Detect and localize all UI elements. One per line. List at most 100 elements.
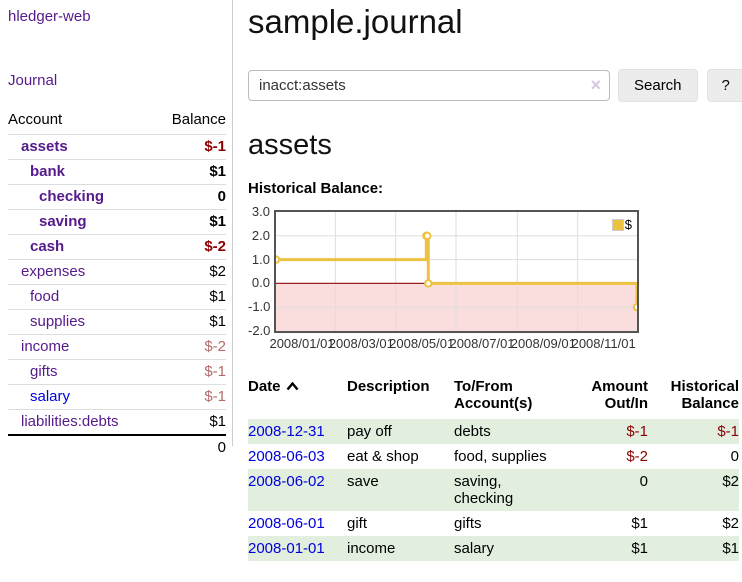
account-link[interactable]: saving bbox=[39, 213, 87, 230]
help-button[interactable]: ? bbox=[706, 69, 742, 102]
chart-canvas bbox=[276, 212, 637, 331]
register-balance: $-1 bbox=[648, 419, 739, 444]
accounts-table: Account Balance assets $-1 bank $1 checking 0… bbox=[8, 111, 226, 460]
x-axis-tick: 2008/09/01 bbox=[510, 336, 576, 351]
register-balance: 0 bbox=[730, 448, 739, 465]
account-link[interactable]: liabilities:debts bbox=[21, 413, 119, 430]
register-accounts: salary bbox=[454, 536, 566, 561]
app-window: hledger-web Journal Account Balance asse… bbox=[0, 0, 742, 561]
sidebar: hledger-web Journal Account Balance asse… bbox=[0, 0, 233, 561]
account-balance: $1 bbox=[209, 413, 226, 430]
accounts-header-row: Account Balance bbox=[8, 111, 226, 135]
page-title: sample.journal bbox=[248, 3, 463, 40]
account-link[interactable]: income bbox=[21, 338, 70, 355]
search-button[interactable]: Search bbox=[618, 69, 698, 102]
register-amount: $-2 bbox=[626, 448, 648, 465]
sidebar-item-journal[interactable]: Journal bbox=[8, 72, 58, 89]
column-header-accounts: To/From Account(s) bbox=[454, 378, 533, 412]
account-link[interactable]: assets bbox=[21, 138, 68, 155]
register-amount: $-1 bbox=[566, 419, 648, 444]
register-accounts: debts bbox=[454, 419, 566, 444]
chart-title: Historical Balance: bbox=[248, 180, 384, 197]
chart-x-axis: 2008/01/01 2008/03/01 2008/05/01 2008/07/01… bbox=[269, 335, 640, 352]
register-description: save bbox=[347, 469, 454, 511]
account-row: gifts $-1 bbox=[8, 359, 226, 385]
account-link[interactable]: expenses bbox=[21, 263, 86, 280]
account-balance: $-1 bbox=[204, 388, 226, 405]
search-input[interactable] bbox=[248, 70, 610, 101]
column-header-amount: Amount Out/In bbox=[591, 378, 648, 412]
account-link[interactable]: bank bbox=[30, 163, 66, 180]
brand-link[interactable]: hledger-web bbox=[8, 8, 91, 25]
x-axis-tick: 2008/05/01 bbox=[389, 336, 455, 351]
register-date-link[interactable]: 2008-06-02 bbox=[248, 473, 325, 490]
legend-label: $ bbox=[624, 217, 632, 232]
historical-balance-chart: 3.0 2.0 1.0 0.0 -1.0 -2.0 $ 2008/01/01 2008/03… bbox=[248, 205, 640, 352]
account-balance: $-1 bbox=[204, 138, 226, 155]
x-axis-tick: 2008/11/01 bbox=[571, 336, 636, 351]
register-row: 2008-06-01 gift gifts $1 $2 bbox=[248, 511, 739, 536]
y-axis-tick: 2.0 bbox=[251, 227, 270, 243]
register-balance: $2 bbox=[648, 469, 739, 511]
total-row: 0 bbox=[8, 434, 226, 460]
register-description: pay off bbox=[347, 419, 454, 444]
x-axis-tick: 2008/03/01 bbox=[328, 336, 394, 351]
account-link[interactable]: supplies bbox=[30, 313, 86, 330]
sort-asc-icon[interactable] bbox=[286, 382, 299, 391]
x-axis-tick: 2008/07/01 bbox=[449, 336, 515, 351]
account-link[interactable]: gifts bbox=[30, 363, 58, 380]
account-balance: $2 bbox=[209, 263, 226, 280]
main-content: sample.journal × Search ? assets Histori… bbox=[233, 0, 742, 561]
account-balance: $-2 bbox=[204, 238, 226, 255]
y-axis-tick: 0.0 bbox=[251, 275, 270, 291]
register-accounts: food, supplies bbox=[454, 448, 547, 465]
register-date-link[interactable]: 2008-12-31 bbox=[248, 423, 325, 440]
account-link[interactable]: cash bbox=[30, 238, 65, 255]
account-title: assets bbox=[248, 129, 332, 161]
account-balance: $-1 bbox=[204, 363, 226, 380]
account-balance: $1 bbox=[209, 213, 226, 230]
account-row: bank $1 bbox=[8, 159, 226, 185]
account-row: food $1 bbox=[8, 284, 226, 310]
y-axis-tick: 1.0 bbox=[251, 251, 270, 267]
account-row: checking 0 bbox=[8, 184, 226, 210]
search-form: × Search ? bbox=[248, 69, 742, 102]
legend-swatch-icon bbox=[611, 218, 624, 231]
account-row: expenses $2 bbox=[8, 259, 226, 285]
account-balance: 0 bbox=[217, 188, 226, 205]
y-axis-tick: 3.0 bbox=[251, 204, 270, 219]
account-balance: $1 bbox=[209, 163, 226, 180]
y-axis-tick: -1.0 bbox=[248, 299, 271, 315]
register-amount: $1 bbox=[631, 515, 648, 532]
account-row: liabilities:debts $1 bbox=[8, 409, 226, 435]
register-header-row: Date Description To/From Account(s) Amou… bbox=[248, 378, 739, 419]
account-balance: $-2 bbox=[204, 338, 226, 355]
account-row: salary $-1 bbox=[8, 384, 226, 410]
register-date-link[interactable]: 2008-06-01 bbox=[248, 515, 325, 532]
register-description: eat & shop bbox=[347, 448, 419, 465]
clear-search-icon[interactable]: × bbox=[590, 75, 601, 95]
total-balance: 0 bbox=[154, 434, 226, 460]
account-link[interactable]: food bbox=[30, 288, 60, 305]
total-row-spacer bbox=[8, 434, 155, 460]
account-link[interactable]: checking bbox=[39, 188, 105, 205]
x-axis-tick: 2008/01/01 bbox=[269, 336, 335, 351]
register-balance: $1 bbox=[648, 536, 739, 561]
accounts-header-account: Account bbox=[8, 111, 63, 128]
register-description: gift bbox=[347, 515, 368, 532]
register-accounts: gifts bbox=[454, 515, 482, 532]
account-link[interactable]: salary bbox=[30, 388, 71, 405]
register-accounts: saving, checking bbox=[454, 469, 566, 511]
account-row: assets $-1 bbox=[8, 134, 226, 160]
register-row: 2008-01-01 income salary $1 $1 bbox=[248, 536, 739, 561]
register-amount: $1 bbox=[566, 536, 648, 561]
account-row: saving $1 bbox=[8, 209, 226, 235]
register-row: 2008-06-03 eat & shop food, supplies $-2 0 bbox=[248, 444, 739, 469]
account-row: cash $-2 bbox=[8, 234, 226, 260]
register-date-link[interactable]: 2008-01-01 bbox=[248, 540, 325, 557]
register-balance: $2 bbox=[722, 515, 739, 532]
accounts-header-balance: Balance bbox=[171, 111, 226, 128]
register-date-link[interactable]: 2008-06-03 bbox=[248, 448, 325, 465]
register-table: Date Description To/From Account(s) Amou… bbox=[248, 378, 739, 561]
column-header-balance: Historical Balance bbox=[670, 378, 739, 412]
